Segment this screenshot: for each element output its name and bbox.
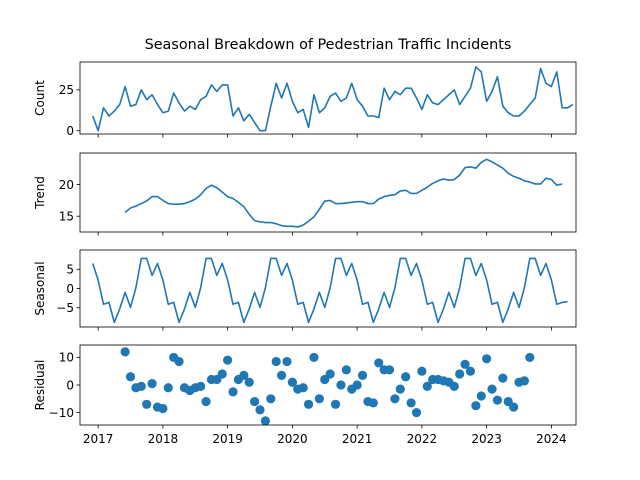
residual-point: [401, 372, 411, 382]
residual-ytick-label: −10: [49, 406, 74, 420]
count-ytick-label: 25: [59, 83, 74, 97]
residual-point: [174, 356, 184, 367]
residual-point: [228, 387, 238, 397]
residual-point: [276, 370, 287, 380]
residual-point: [244, 377, 254, 387]
trend-ytick-label: 20: [59, 178, 74, 192]
residual-point: [120, 347, 130, 357]
residual-point: [136, 381, 146, 391]
seasonal-ytick-label: −5: [56, 301, 74, 315]
panel-residual: −10 0 10 2017 2018 2019 2020 2021 2022 2023 2024 Re…: [33, 344, 577, 446]
residual-point: [260, 416, 271, 425]
count-axes-frame: [79, 61, 577, 135]
residual-point: [368, 398, 378, 408]
residual-point: [266, 394, 276, 404]
count-ytick-label: 0: [66, 124, 74, 138]
residual-point: [422, 381, 432, 391]
residual-point: [498, 373, 508, 383]
residual-ytick-label: 0: [66, 378, 74, 392]
residual-point: [492, 395, 503, 405]
residual-point: [525, 352, 535, 363]
count-marks: [91, 66, 574, 132]
residual-point: [255, 405, 265, 415]
residual-point: [519, 376, 530, 386]
seasonal-ytick-label: 5: [66, 263, 74, 277]
residual-point: [330, 399, 341, 409]
xtick-label: 2020: [277, 432, 308, 446]
residual-point: [341, 365, 351, 375]
residual-point: [411, 407, 422, 418]
xtick-label: 2022: [407, 432, 438, 446]
residual-point: [250, 396, 260, 407]
residual-point: [287, 377, 297, 387]
residual-point: [217, 369, 227, 379]
residual-point: [158, 403, 168, 414]
residual-point: [196, 381, 206, 391]
trend-line: [124, 158, 563, 228]
trend-axes-frame: [79, 152, 577, 233]
seasonal-ytick-label: 0: [66, 282, 74, 296]
xtick-label: 2018: [148, 432, 179, 446]
residual-point: [374, 358, 384, 368]
residual-point: [455, 369, 465, 379]
residual-point: [303, 399, 314, 409]
panel-seasonal: −5 0 5 Seasonal: [33, 249, 577, 331]
residual-point: [325, 369, 335, 379]
residual-point: [471, 401, 481, 411]
panels: 0 25 Count 15 20 Trend −5 0 5 Seasonal −10 0 10 2017 2…: [33, 61, 577, 446]
count-ylabel: Count: [33, 80, 47, 116]
residual-point: [271, 356, 281, 367]
residual-marks: [120, 347, 535, 425]
residual-point: [298, 383, 308, 393]
residual-ylabel: Residual: [33, 360, 47, 411]
residual-point: [282, 356, 292, 367]
seasonal-line: [91, 257, 568, 324]
residual-point: [460, 359, 470, 369]
trend-ylabel: Trend: [33, 176, 47, 210]
residual-point: [163, 383, 173, 393]
trend-ytick-label: 15: [59, 210, 74, 224]
trend-marks: [124, 158, 563, 228]
residual-point: [147, 379, 157, 389]
residual-point: [406, 398, 416, 408]
residual-point: [142, 399, 152, 409]
residual-point: [465, 366, 476, 376]
panel-count: 0 25 Count: [33, 61, 577, 138]
xtick-label: 2017: [83, 432, 114, 446]
residual-point: [487, 384, 497, 394]
residual-point: [125, 372, 136, 382]
residual-point: [314, 394, 324, 404]
residual-point: [417, 366, 427, 376]
residual-point: [336, 380, 346, 390]
chart-title: Seasonal Breakdown of Pedestrian Traffic…: [145, 37, 512, 53]
residual-ytick-label: 10: [59, 351, 74, 365]
xtick-label: 2021: [342, 432, 373, 446]
residual-point: [223, 355, 233, 365]
residual-point: [395, 384, 405, 394]
residual-point: [482, 354, 492, 364]
xtick-label: 2024: [536, 432, 567, 446]
residual-point: [390, 394, 400, 404]
residual-point: [309, 352, 319, 363]
residual-point: [384, 365, 395, 375]
residual-point: [476, 391, 486, 401]
panel-trend: 15 20 Trend: [33, 152, 577, 236]
xtick-label: 2019: [212, 432, 243, 446]
seasonal-ylabel: Seasonal: [33, 261, 47, 315]
seasonal-marks: [91, 257, 568, 324]
residual-point: [509, 402, 519, 412]
xtick-label: 2023: [471, 432, 502, 446]
residual-point: [357, 370, 368, 380]
residual-point: [352, 380, 362, 390]
count-line: [91, 66, 574, 132]
residual-point: [239, 370, 249, 380]
residual-point: [201, 396, 211, 407]
residual-point: [449, 381, 459, 391]
